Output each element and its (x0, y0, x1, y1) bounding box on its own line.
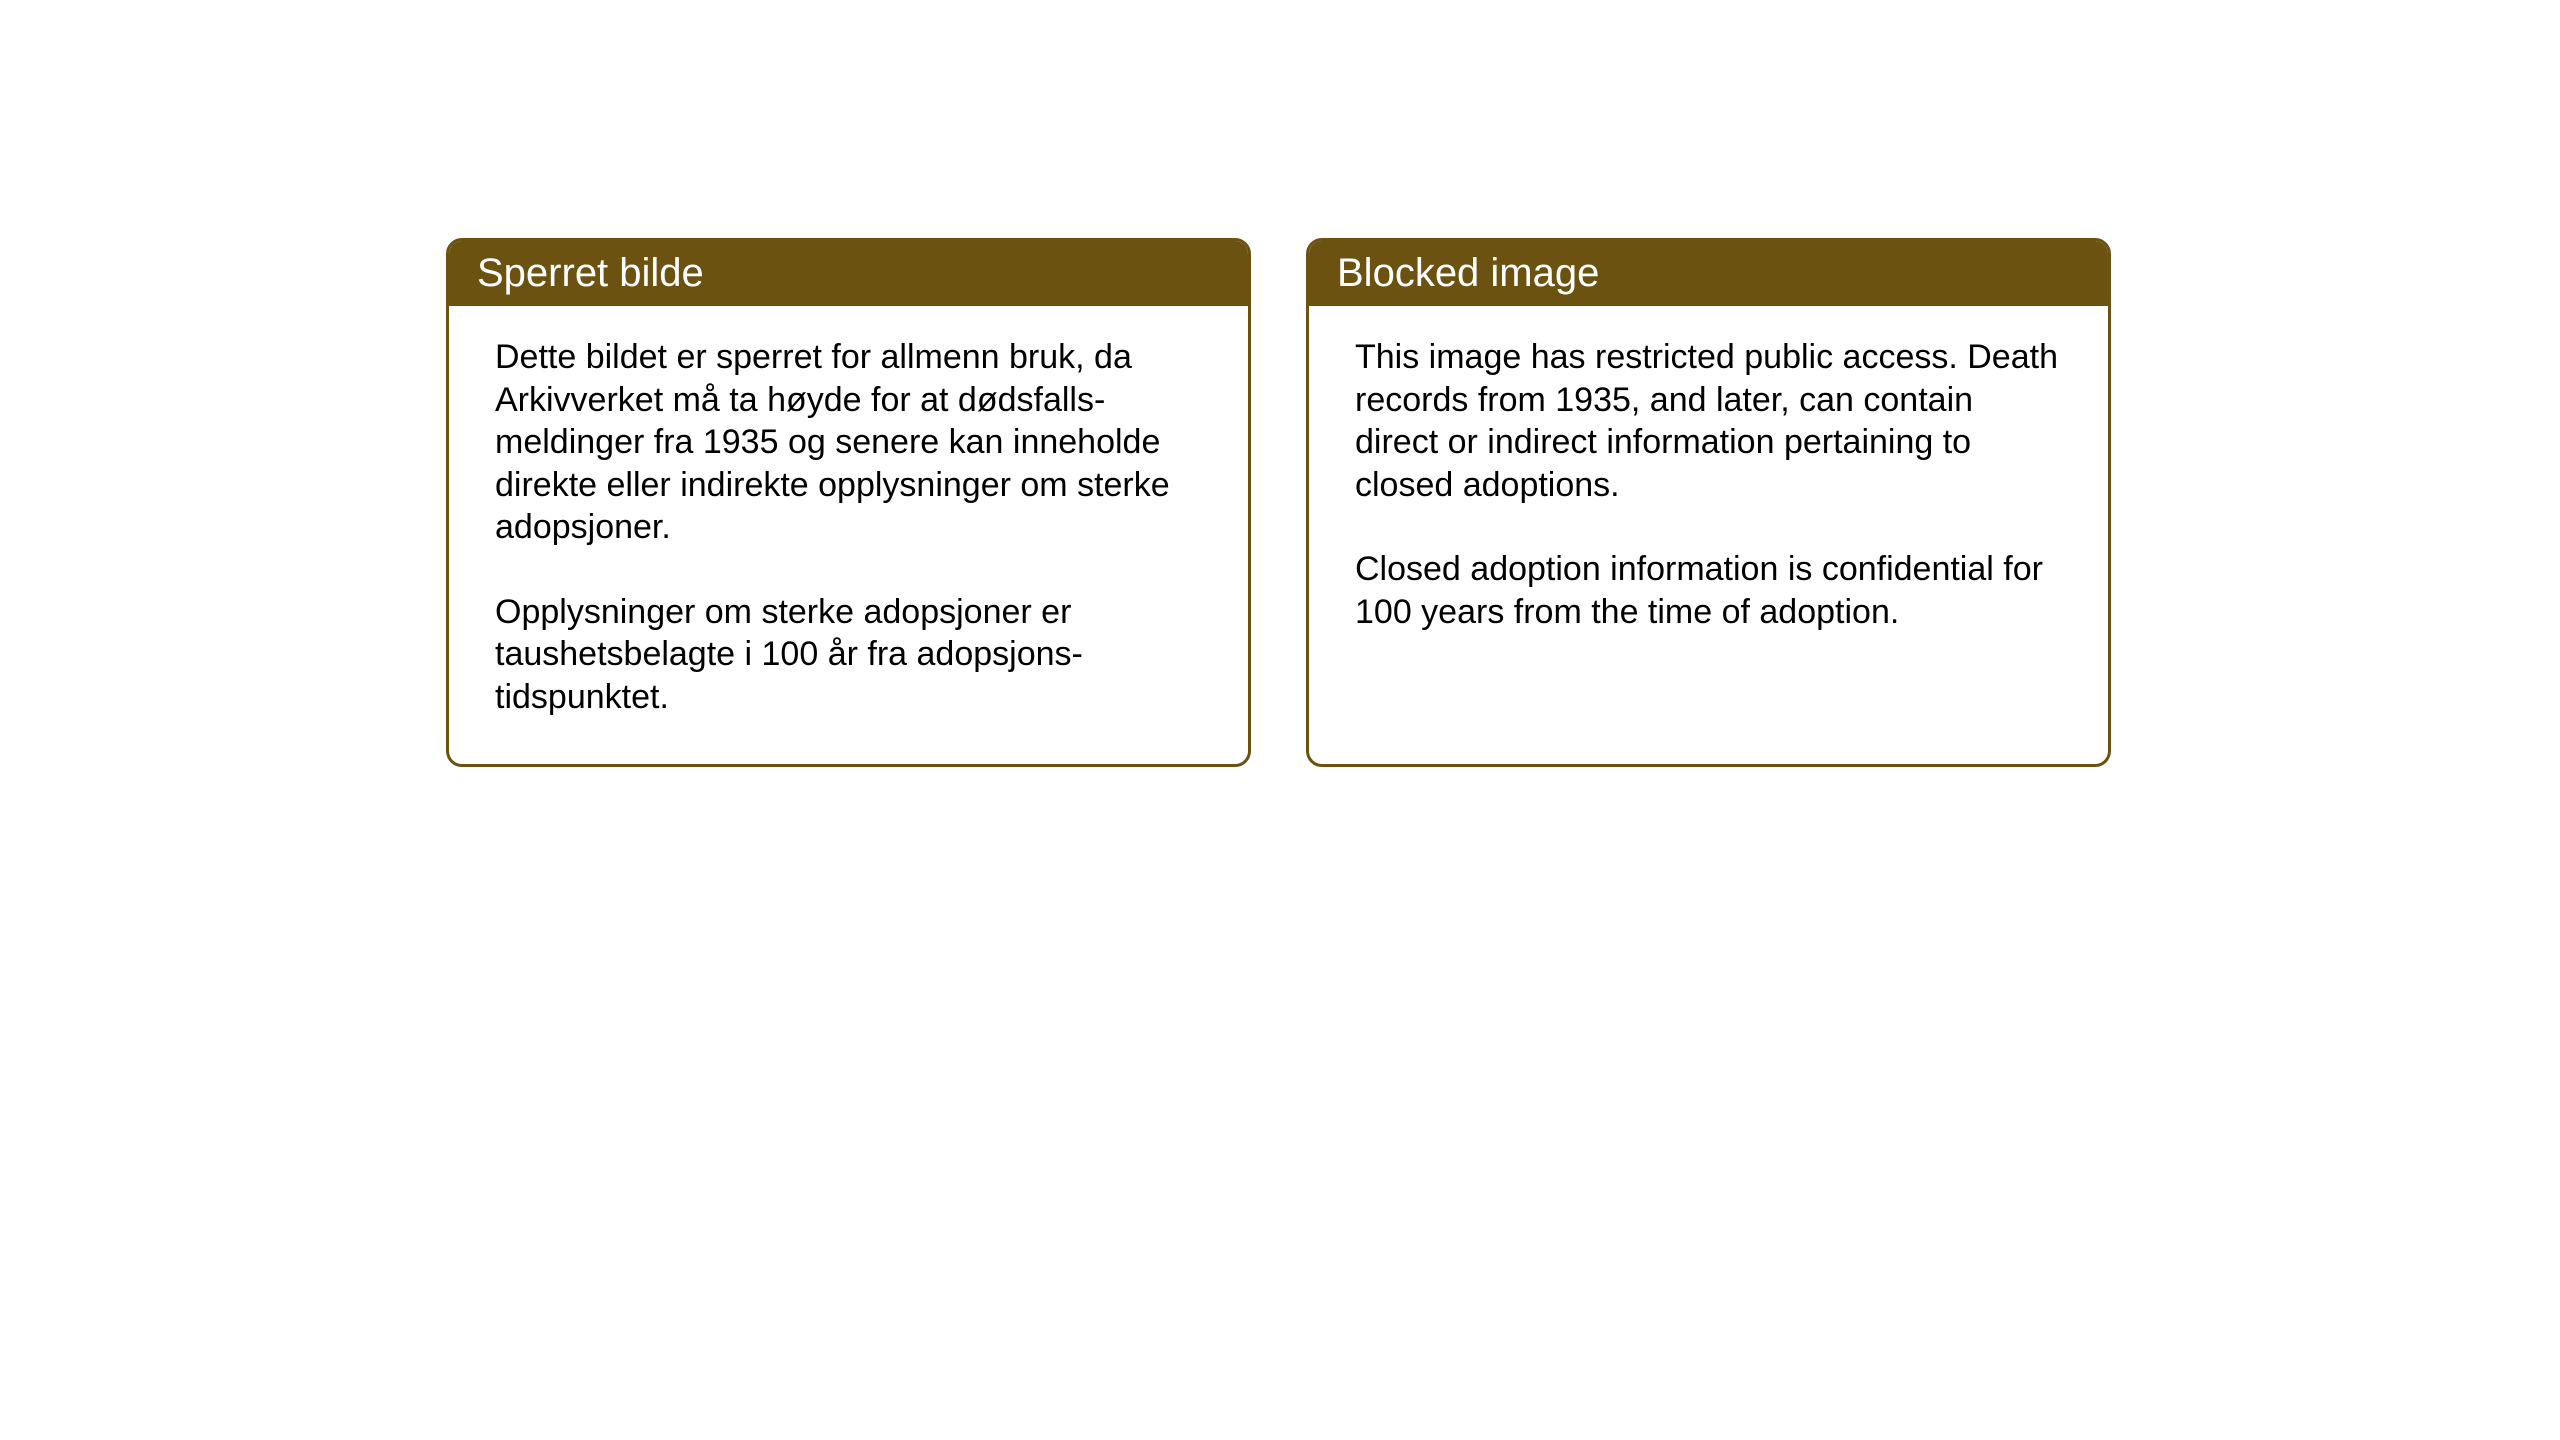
notice-box-english: Blocked image This image has restricted … (1306, 238, 2111, 767)
notice-header-norwegian: Sperret bilde (449, 241, 1248, 306)
notice-header-english: Blocked image (1309, 241, 2108, 306)
notice-paragraph-norwegian-2: Opplysninger om sterke adopsjoner er tau… (495, 591, 1202, 719)
notice-box-norwegian: Sperret bilde Dette bildet er sperret fo… (446, 238, 1251, 767)
notice-body-english: This image has restricted public access.… (1309, 306, 2108, 726)
notice-paragraph-english-2: Closed adoption information is confident… (1355, 548, 2062, 633)
notice-body-norwegian: Dette bildet er sperret for allmenn bruk… (449, 306, 1248, 764)
notice-container: Sperret bilde Dette bildet er sperret fo… (446, 238, 2111, 767)
notice-paragraph-english-1: This image has restricted public access.… (1355, 336, 2062, 506)
notice-paragraph-norwegian-1: Dette bildet er sperret for allmenn bruk… (495, 336, 1202, 549)
